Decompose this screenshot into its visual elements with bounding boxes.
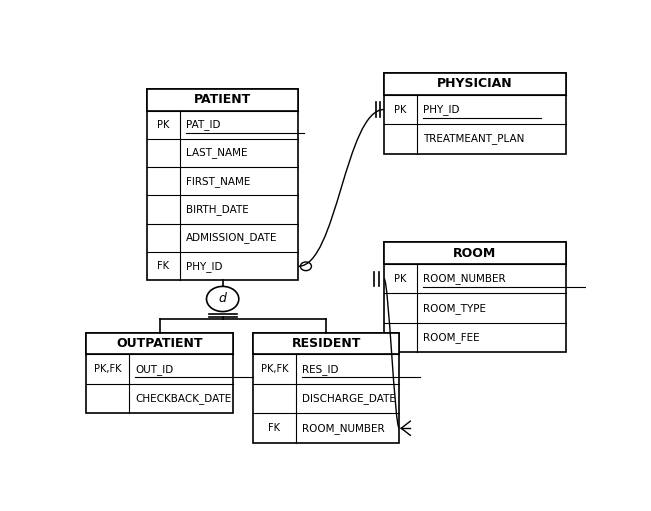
Text: ROOM_NUMBER: ROOM_NUMBER	[302, 423, 385, 434]
Text: LAST_NAME: LAST_NAME	[186, 148, 247, 158]
Text: FIRST_NAME: FIRST_NAME	[186, 176, 250, 187]
Bar	[253, 333, 399, 355]
Bar	[147, 89, 298, 110]
Text: ROOM_NUMBER: ROOM_NUMBER	[423, 273, 506, 284]
Text: PHYSICIAN: PHYSICIAN	[437, 78, 513, 90]
Text: ROOM: ROOM	[453, 247, 497, 260]
Text: TREATMEANT_PLAN: TREATMEANT_PLAN	[423, 133, 524, 145]
Text: RESIDENT: RESIDENT	[292, 337, 361, 350]
Bar	[384, 73, 566, 95]
Text: RES_ID: RES_ID	[302, 364, 339, 375]
Text: OUTPATIENT: OUTPATIENT	[117, 337, 203, 350]
Text: CHECKBACK_DATE: CHECKBACK_DATE	[135, 393, 232, 404]
Bar	[87, 333, 232, 355]
Bar	[147, 89, 298, 281]
Text: PK: PK	[395, 105, 407, 114]
Text: PHY_ID: PHY_ID	[423, 104, 460, 115]
Text: PK,FK: PK,FK	[94, 364, 122, 374]
Text: d: d	[219, 292, 227, 306]
Text: ROOM_TYPE: ROOM_TYPE	[423, 303, 486, 314]
Text: BIRTH_DATE: BIRTH_DATE	[186, 204, 249, 215]
Text: PK: PK	[157, 120, 169, 130]
Text: FK: FK	[268, 423, 281, 433]
Text: PHY_ID: PHY_ID	[186, 261, 222, 272]
Text: PK,FK: PK,FK	[260, 364, 288, 374]
Bar	[384, 242, 566, 353]
Bar	[87, 333, 232, 413]
Text: FK: FK	[158, 261, 169, 271]
Text: PAT_ID: PAT_ID	[186, 119, 220, 130]
Bar	[384, 242, 566, 264]
Bar	[384, 73, 566, 154]
Text: PK: PK	[395, 274, 407, 284]
Text: ADMISSION_DATE: ADMISSION_DATE	[186, 233, 277, 243]
Text: PATIENT: PATIENT	[194, 93, 251, 106]
Text: ROOM_FEE: ROOM_FEE	[423, 332, 480, 343]
Bar	[253, 333, 399, 443]
Text: DISCHARGE_DATE: DISCHARGE_DATE	[302, 393, 396, 404]
Text: OUT_ID: OUT_ID	[135, 364, 174, 375]
